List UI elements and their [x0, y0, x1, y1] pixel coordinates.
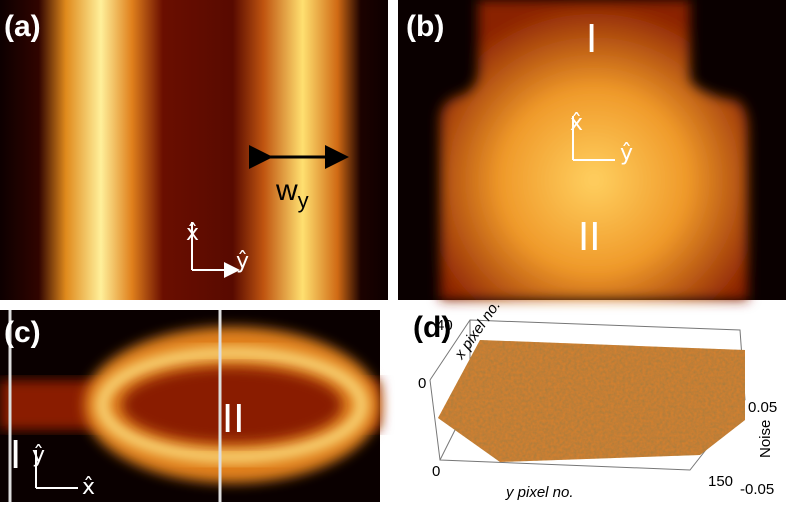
panel-label: (c) — [4, 316, 41, 349]
region-label: I — [586, 17, 597, 61]
panel-a-image — [0, 0, 388, 300]
axis-glyph — [572, 116, 615, 161]
axis-x: x̂ — [570, 111, 583, 136]
box-frame — [429, 319, 746, 471]
axis-y: ŷ — [236, 249, 249, 274]
region-label: II — [222, 397, 244, 441]
tick-label: -0.05 — [740, 481, 774, 498]
axis-y: ŷ — [32, 443, 45, 468]
region-label: I — [10, 433, 21, 477]
panel-label: (d) — [413, 311, 451, 344]
panel-label: (b) — [406, 10, 444, 43]
tick-label: 150 — [708, 473, 733, 490]
tick-label: 40 — [436, 317, 453, 334]
noise-surface — [438, 340, 745, 462]
region-label: II — [578, 215, 600, 259]
axis-label: Noise — [757, 420, 774, 458]
width-label: wy — [275, 174, 309, 213]
core — [122, 367, 342, 443]
axis-glyph — [191, 222, 238, 270]
tick-label: 0.05 — [748, 399, 777, 416]
beam-shape — [440, 0, 748, 300]
panel-label: (a) — [4, 10, 41, 43]
axis-label: y pixel no. — [505, 484, 574, 501]
axis-glyph — [35, 450, 78, 489]
ring — [97, 348, 367, 462]
tick-label: 0 — [418, 375, 426, 392]
axis-y: ŷ — [620, 141, 633, 166]
tick-label: 0 — [432, 463, 440, 480]
axis-x: x̂ — [186, 221, 199, 246]
axis-x: x̂ — [82, 475, 95, 500]
